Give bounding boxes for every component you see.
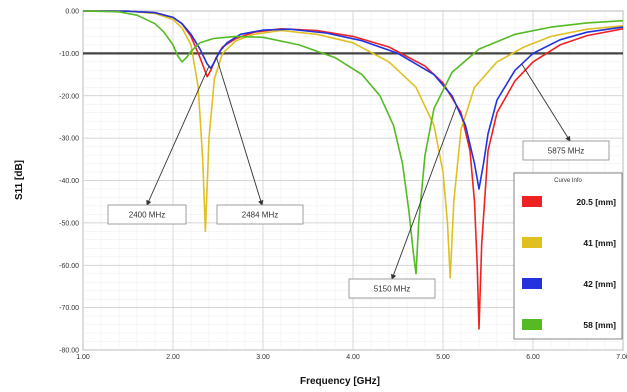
- legend-items: 20.5 [mm] 41 [mm] 42 [mm] 58 [mm]: [522, 196, 616, 330]
- legend-swatch: [522, 196, 542, 207]
- series-line: [82, 10, 624, 330]
- series-line: [82, 10, 624, 190]
- annotation-label: 2484 MHz: [242, 211, 278, 220]
- series-line: [82, 10, 624, 279]
- x-tick-label: 5.00: [436, 354, 450, 361]
- annotation-label: 5150 MHz: [374, 285, 410, 294]
- y-tick-label: -40.00: [59, 178, 79, 185]
- annotation-arrow: [391, 105, 457, 280]
- annotation-box: [107, 204, 187, 225]
- annotation-box: [216, 204, 304, 225]
- y-axis-title: S11 [dB]: [14, 160, 25, 200]
- x-axis-title: Frequency [GHz]: [300, 376, 380, 387]
- annotations: 2400 MHz 2484 MHz 5150 MHz 5875 MHz: [107, 57, 610, 299]
- annotation-label: 5875 MHz: [548, 147, 584, 156]
- y-tick-label: -20.00: [59, 93, 79, 100]
- legend-swatch: [522, 319, 542, 330]
- legend-label: 41 [mm]: [583, 238, 616, 248]
- x-tick-label: 3.00: [256, 354, 270, 361]
- legend: Curve Info 20.5 [mm] 41 [mm] 42 [mm] 58 [mm…: [513, 172, 623, 340]
- x-tick-label: 7.00: [616, 354, 627, 361]
- annotation-label: 2400 MHz: [129, 211, 165, 220]
- y-tick-label: -30.00: [59, 136, 79, 143]
- legend-title: Curve Info: [554, 178, 582, 184]
- x-tick-label: 4.00: [346, 354, 360, 361]
- y-tick-label: -60.00: [59, 263, 79, 270]
- y-tick-label: -80.00: [59, 348, 79, 355]
- series-lines: [82, 10, 624, 330]
- legend-label: 20.5 [mm]: [576, 197, 616, 207]
- annotation-box: [522, 140, 610, 161]
- annotation-box: [348, 278, 436, 299]
- x-tick-label: 2.00: [166, 354, 180, 361]
- x-tick-label: 1.00: [76, 354, 90, 361]
- legend-label: 42 [mm]: [583, 279, 616, 289]
- x-tick-label: 6.00: [526, 354, 540, 361]
- tick-labels: 1.00 2.00 3.00 4.00 5.00 6.00 7.00 0.00 -10.00 -2…: [59, 9, 627, 362]
- annotation-arrow: [521, 63, 571, 142]
- y-tick-label: -50.00: [59, 220, 79, 227]
- y-tick-label: -70.00: [59, 305, 79, 312]
- y-tick-label: 0.00: [65, 9, 79, 16]
- annotation-arrow: [146, 65, 210, 206]
- y-tick-label: -10.00: [59, 51, 79, 58]
- legend-swatch: [522, 278, 542, 289]
- annotation-arrow: [216, 57, 264, 206]
- series-line: [82, 10, 624, 275]
- legend-label: 58 [mm]: [583, 320, 616, 330]
- legend-swatch: [522, 237, 542, 248]
